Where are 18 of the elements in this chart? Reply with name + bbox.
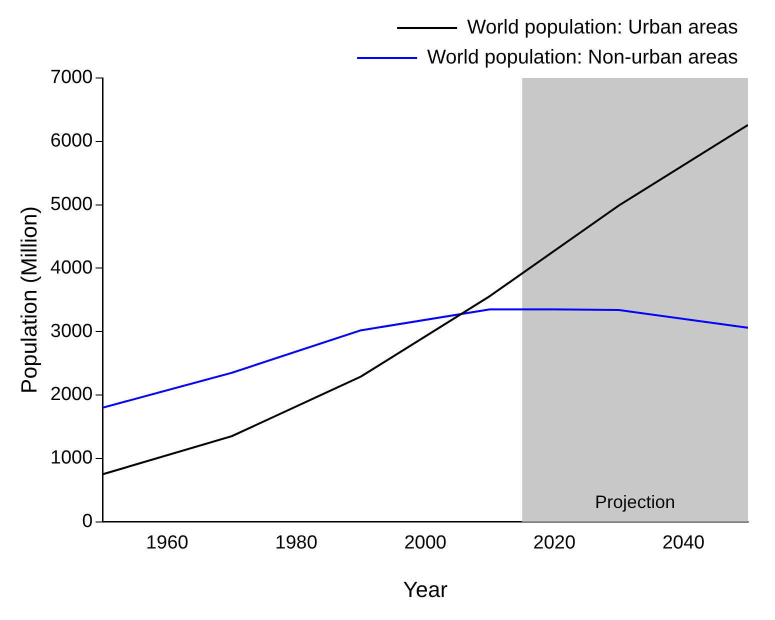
y-tick-label: 3000 — [50, 320, 93, 342]
x-tick-label: 2000 — [404, 532, 446, 554]
y-axis-title: Population (Million) — [16, 206, 42, 394]
band-label: Projection — [595, 492, 676, 512]
x-tick-label: 1960 — [146, 532, 188, 554]
y-tick-label: 2000 — [50, 384, 93, 406]
y-tick-label: 6000 — [50, 130, 93, 152]
y-tick-label: 7000 — [50, 67, 93, 88]
y-tick-label: 0 — [82, 511, 93, 532]
legend-label: World population: Urban areas — [467, 16, 738, 39]
y-tick-label: 1000 — [50, 448, 93, 469]
x-tick-label: 2040 — [662, 532, 705, 554]
y-tick-label: 5000 — [50, 194, 93, 216]
x-tick-label: 1980 — [275, 532, 318, 554]
legend-label: World population: Non-urban areas — [427, 46, 738, 69]
x-axis-title: Year — [403, 576, 448, 602]
y-tick-label: 4000 — [50, 257, 93, 278]
x-tick-label: 2020 — [533, 532, 576, 554]
